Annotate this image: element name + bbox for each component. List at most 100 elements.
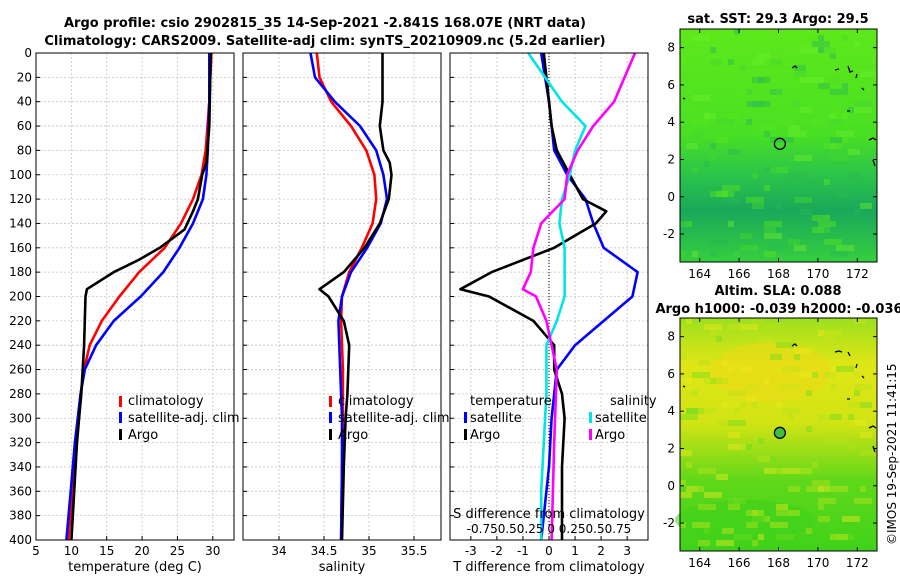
sla-field-texture [680, 318, 877, 546]
y-tick-label: 160 [9, 241, 32, 255]
field-pixel [752, 59, 764, 65]
field-pixel [800, 107, 812, 113]
map-y-tick-label: 2 [667, 152, 675, 166]
field-pixel [710, 59, 722, 65]
field-pixel [710, 330, 716, 336]
salinity-series [309, 52, 393, 541]
field-pixel [746, 510, 758, 516]
field-pixel [758, 71, 764, 77]
field-pixel [836, 191, 848, 197]
field-pixel [728, 402, 746, 408]
field-pixel [740, 324, 758, 330]
field-pixel [692, 372, 710, 378]
salinity-xlabel: salinity [319, 560, 366, 575]
field-pixel [800, 468, 812, 474]
field-pixel [728, 444, 746, 450]
field-pixel [794, 101, 800, 107]
difference-ticks: -3 -2 -1 0 1 2 3 [450, 52, 631, 558]
field-pixel [794, 366, 800, 372]
imos-timestamp: ©IMOS 19-Sep-2021 11:41:15 [885, 363, 899, 545]
argo-position-marker [773, 137, 787, 150]
legend-temp-satellite-swatch [464, 412, 467, 423]
field-pixel [776, 342, 794, 348]
field-pixel [704, 113, 716, 119]
field-pixel [728, 390, 746, 396]
field-pixel [788, 414, 794, 420]
sla-coastline [682, 343, 877, 453]
field-pixel [716, 137, 728, 143]
field-pixel [710, 191, 728, 197]
field-pixel [764, 227, 776, 233]
field-pixel [752, 203, 764, 209]
field-pixel [758, 77, 770, 83]
s-difference-title: S difference from climatology [453, 507, 645, 522]
legend-satellite-swatch [119, 412, 122, 423]
field-pixel [848, 414, 854, 420]
field-pixel [860, 450, 877, 456]
field-pixel [806, 426, 812, 432]
field-pixel [788, 173, 806, 179]
field-pixel [764, 233, 782, 239]
field-pixel [746, 384, 758, 390]
t-difference-xlabel: T difference from climatology [452, 560, 645, 575]
field-pixel [806, 528, 812, 534]
field-pixel [728, 59, 734, 65]
field-pixel [818, 35, 824, 41]
field-pixel [830, 438, 848, 444]
field-pixel [752, 402, 758, 408]
field-pixel [776, 366, 794, 372]
field-pixel [830, 251, 848, 257]
series-line-temperature-argo [459, 52, 608, 540]
map-y-tick-label: 0 [667, 479, 675, 493]
field-pixel [722, 528, 734, 534]
figure-title-line2: Climatology: CARS2009. Satellite-adj cli… [44, 34, 605, 49]
field-pixel [752, 318, 764, 324]
field-pixel [680, 522, 686, 528]
field-pixel [854, 107, 872, 113]
sla-cool-patch [675, 500, 815, 540]
field-pixel [806, 179, 818, 185]
field-pixel [746, 522, 758, 528]
field-pixel [854, 53, 860, 59]
field-pixel [692, 167, 698, 173]
field-pixel [740, 444, 752, 450]
field-pixel [728, 498, 746, 504]
field-pixel [776, 534, 794, 540]
x-tick-label: 2 [597, 544, 605, 558]
field-pixel [824, 372, 830, 378]
field-pixel [854, 318, 866, 324]
field-pixel [734, 251, 740, 257]
field-pixel [842, 137, 848, 143]
field-pixel [860, 203, 872, 209]
field-pixel [830, 77, 842, 83]
field-pixel [788, 510, 800, 516]
field-pixel [818, 330, 824, 336]
field-pixel [830, 89, 848, 95]
field-pixel [716, 119, 734, 125]
field-pixel [722, 360, 728, 366]
difference-panel: -3 -2 -1 0 1 2 3 T difference from climatology… [449, 52, 657, 575]
field-pixel [800, 131, 806, 137]
field-pixel [770, 251, 776, 257]
field-pixel [686, 143, 698, 149]
field-pixel [860, 71, 877, 77]
field-pixel [776, 143, 788, 149]
field-pixel [686, 408, 698, 414]
field-pixel [836, 534, 848, 540]
field-pixel [782, 137, 794, 143]
field-pixel [830, 113, 836, 119]
field-pixel [734, 89, 752, 95]
field-pixel [812, 372, 818, 378]
map-y-tick-label: 4 [667, 115, 675, 129]
field-pixel [728, 420, 746, 426]
argo-position-marker [773, 426, 787, 439]
field-pixel [680, 251, 686, 257]
y-tick-label: 180 [9, 265, 32, 279]
field-pixel [710, 354, 722, 360]
field-pixel [794, 354, 800, 360]
sla-warm-patch [710, 342, 830, 402]
field-pixel [842, 83, 848, 89]
map-y-tick-label: 8 [667, 330, 675, 344]
field-pixel [764, 378, 770, 384]
